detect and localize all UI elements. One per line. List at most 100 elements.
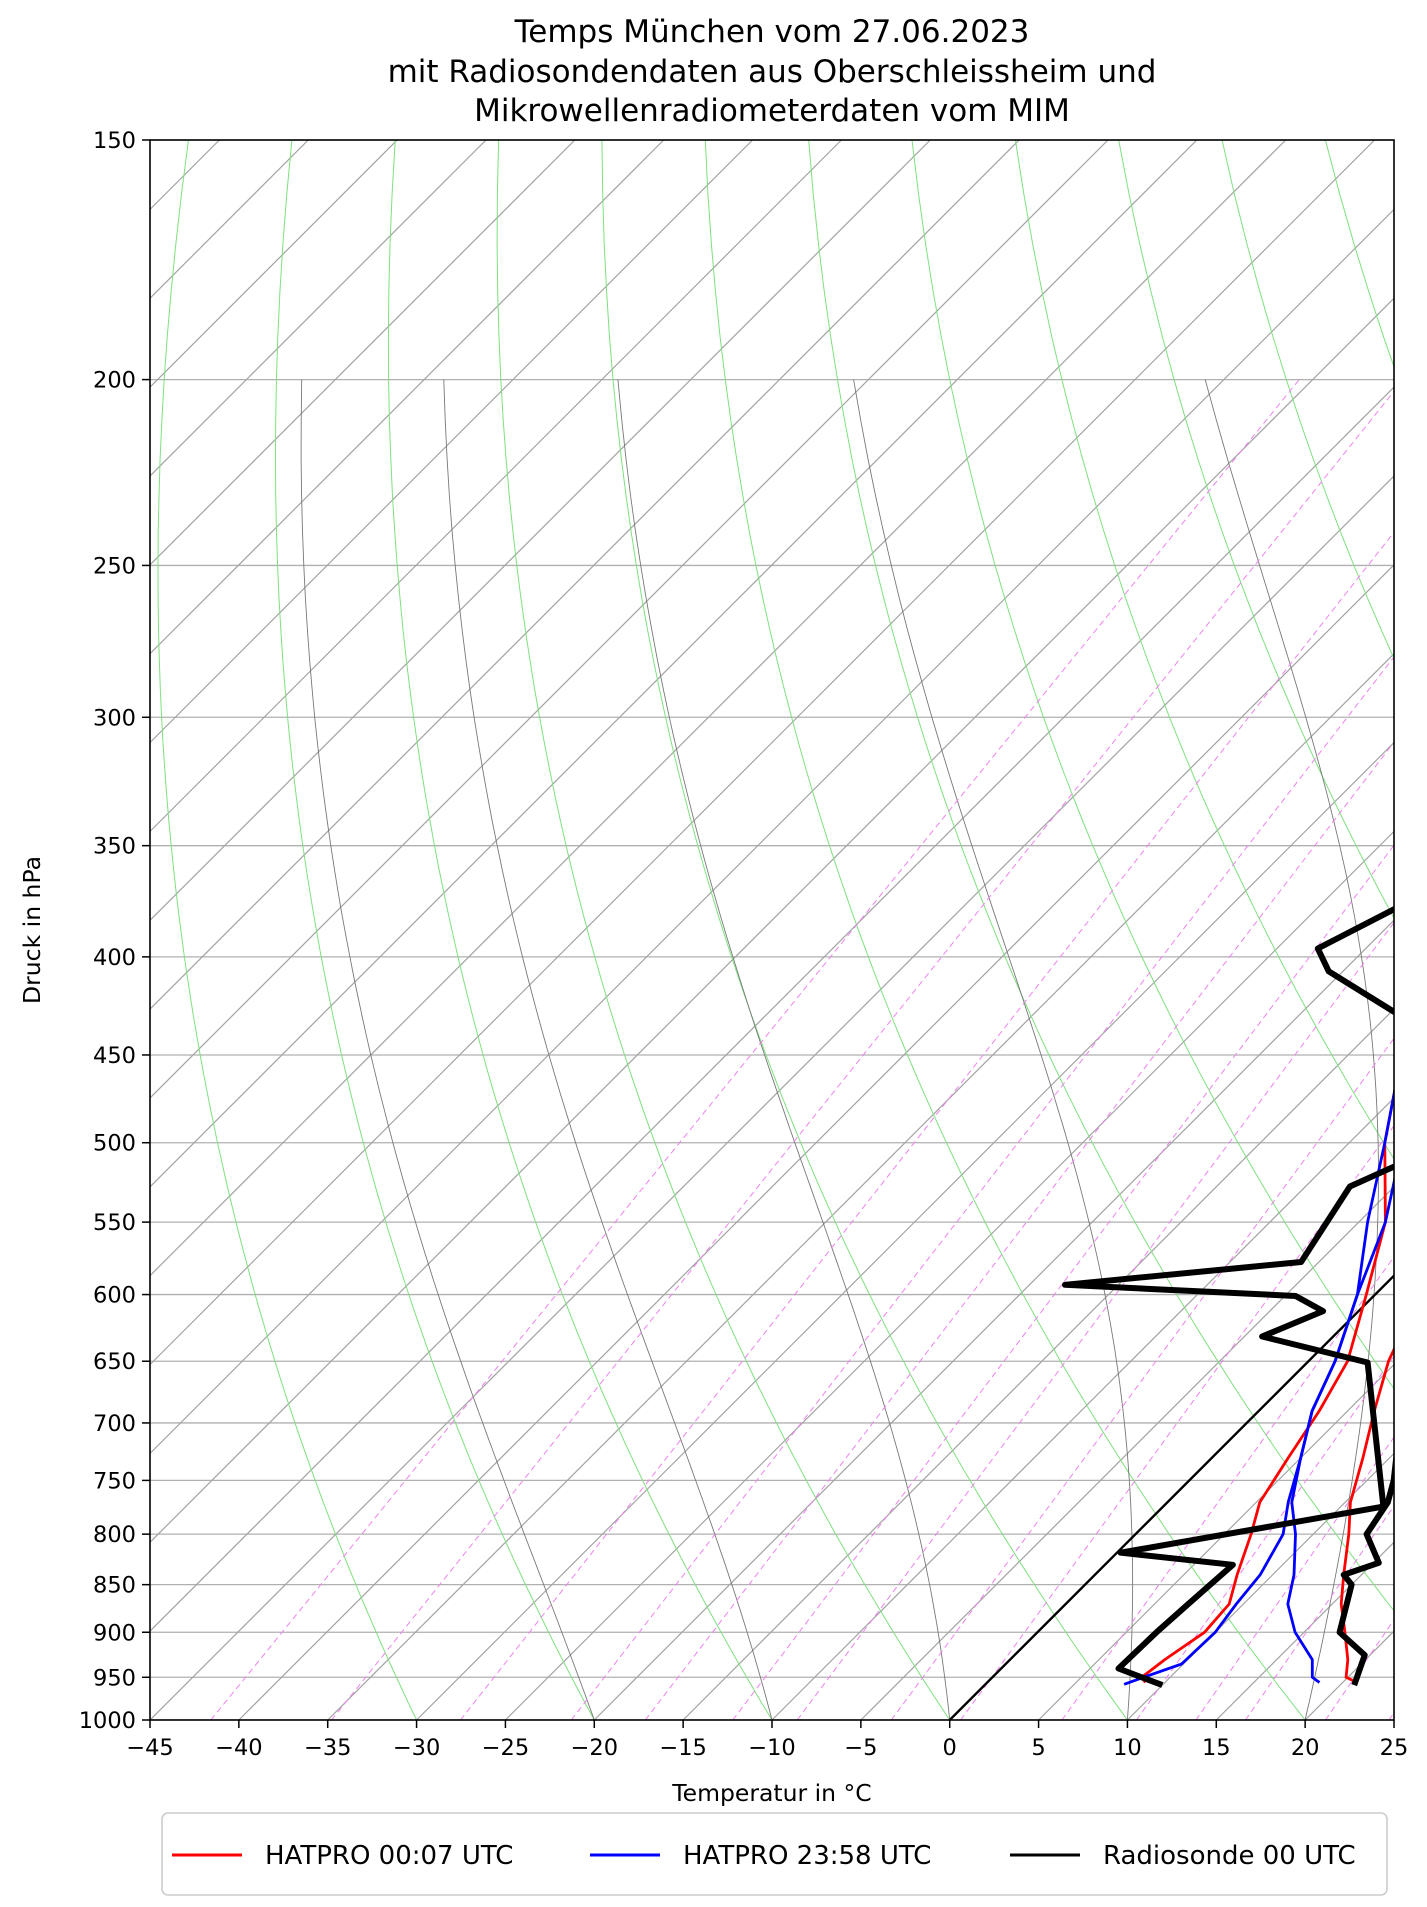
y-tick-label: 700 (93, 1411, 136, 1437)
y-tick-label: 550 (93, 1210, 136, 1236)
series-temperature-line (1339, 1346, 1394, 1684)
dry-adiabat (496, 140, 951, 1720)
moist-adiabat (443, 379, 773, 1720)
isotherm-gridline (150, 140, 753, 744)
y-tick-label: 500 (93, 1131, 136, 1157)
isotherm-gridline (150, 140, 309, 300)
isotherm-gridline (150, 140, 1287, 1277)
dry-adiabat (387, 140, 773, 1720)
isotherm-gridline (416, 741, 1394, 1720)
mixing-ratio-line (644, 741, 1394, 1720)
x-tick-label: −10 (748, 1735, 795, 1761)
isotherm-gridline (593, 919, 1394, 1720)
mixing-ratio-line (460, 531, 1394, 1720)
x-tick-label: −5 (844, 1735, 877, 1761)
legend-label-radiosonde: Radiosonde 00 UTC (1103, 1841, 1356, 1871)
mixing-ratio-line (331, 390, 1394, 1720)
isotherm-gridline (150, 386, 1394, 1632)
moist-adiabat (853, 379, 1134, 1720)
dry-adiabat (1324, 140, 1394, 369)
x-tick-label: −25 (482, 1735, 529, 1761)
y-tick-label: 150 (93, 128, 136, 154)
data-layer (1062, 905, 1394, 1688)
mixing-ratio-line (210, 379, 1300, 1720)
y-tick-label: 1000 (79, 1708, 136, 1734)
isotherm-gridline (150, 140, 487, 477)
chart-title-line-3: Mikrowellenradiometerdaten vom MIM (474, 93, 1070, 129)
isotherm-gridline (238, 564, 1394, 1720)
legend-frame (161, 1812, 1388, 1896)
y-tick-label: 600 (93, 1283, 136, 1309)
isotherm-gridline (150, 475, 1394, 1720)
dry-adiabat (808, 140, 1394, 1612)
isotherm-gridline (1215, 1541, 1394, 1720)
isotherm-gridline (1393, 1719, 1394, 1720)
y-tick-label: 400 (93, 945, 136, 971)
y-tick-label: 300 (93, 705, 136, 731)
tick-layer: −45 −40 −35 −30 −25 −20 −15 −10 −5 0 5 10 15 20 25 150 2… (79, 128, 1409, 1761)
isotherm-gridline (150, 140, 1375, 1366)
dry-adiabat (601, 140, 1128, 1720)
x-tick-label: −15 (659, 1735, 706, 1761)
isotherm-gridline (150, 140, 1020, 1010)
x-tick-label: −45 (126, 1735, 173, 1761)
y-tick-label: 250 (93, 553, 136, 579)
y-tick-label: 800 (93, 1522, 136, 1548)
isotherm-gridline (1038, 1363, 1394, 1720)
moist-adiabat (617, 379, 951, 1720)
isotherm-gridline (150, 140, 1198, 1188)
y-tick-label: 750 (93, 1468, 136, 1494)
isotherm-gridline (150, 140, 842, 833)
isotherm-gridline (150, 208, 1394, 1455)
isotherm-gridline (682, 1008, 1394, 1720)
dry-adiabat (1118, 140, 1394, 920)
mixing-ratio-line (890, 1037, 1394, 1720)
moist-adiabat (300, 379, 595, 1720)
isotherm-gridline (505, 830, 1394, 1720)
x-tick-label: 0 (943, 1735, 957, 1761)
dry-adiabat (274, 140, 595, 1720)
x-tick-label: 10 (1113, 1735, 1142, 1761)
series-dewpoint-line (1140, 1086, 1394, 1684)
isotherm-gridline (150, 140, 665, 655)
isotherm-gridline (1304, 1630, 1394, 1720)
x-tick-label: 15 (1202, 1735, 1231, 1761)
isotherm-gridline (150, 297, 1394, 1544)
zero-degree-isotherm (948, 1274, 1394, 1720)
grid-layer (150, 140, 1394, 1720)
series-temperature-line (1336, 1450, 1394, 1687)
x-tick-label: −30 (393, 1735, 440, 1761)
x-axis-label: Temperatur in °C (671, 1779, 871, 1807)
isotherm-gridline (150, 140, 576, 566)
isotherm-gridline (1127, 1452, 1394, 1720)
dry-adiabat (1014, 140, 1394, 1160)
x-tick-label: 5 (1031, 1735, 1045, 1761)
legend-label-hatpro-0007: HATPRO 00:07 UTC (265, 1841, 513, 1871)
y-tick-label: 650 (93, 1349, 136, 1375)
x-tick-label: −40 (215, 1735, 262, 1761)
y-tick-label: 850 (93, 1573, 136, 1599)
mixing-ratio-line (1136, 1355, 1394, 1720)
legend: HATPRO 00:07 UTC HATPRO 23:58 UTC Radios… (161, 1812, 1388, 1896)
x-tick-label: 25 (1380, 1735, 1409, 1761)
mixing-ratio-line (570, 656, 1394, 1720)
isotherm-gridline (150, 140, 931, 922)
x-tick-label: 20 (1291, 1735, 1320, 1761)
y-tick-label: 350 (93, 834, 136, 860)
chart-title-line-1: Temps München vom 27.06.2023 (514, 14, 1030, 50)
isotherm-gridline (860, 1186, 1394, 1720)
mixing-ratio-line (732, 844, 1394, 1720)
dry-adiabat (157, 140, 418, 1720)
dry-adiabat (911, 140, 1394, 1390)
legend-label-hatpro-2358: HATPRO 23:58 UTC (683, 1841, 931, 1871)
isotherm-gridline (327, 652, 1394, 1720)
isotherm-gridline (771, 1097, 1394, 1720)
mixing-ratio-line (960, 1124, 1394, 1720)
isotherm-gridline (150, 140, 1109, 1099)
chart-title-line-2: mit Radiosondendaten aus Oberschleisshei… (388, 54, 1157, 90)
y-tick-label: 900 (93, 1620, 136, 1646)
mixing-ratio-line (1061, 1256, 1394, 1720)
dry-adiabat (704, 140, 1306, 1720)
x-tick-label: −35 (304, 1735, 351, 1761)
